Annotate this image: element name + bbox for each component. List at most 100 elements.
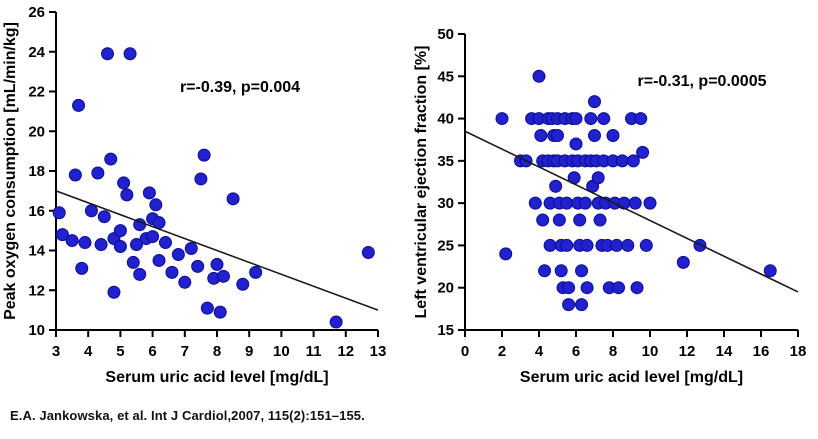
peak-vo2-plot: 3 4 5 6 7 8 9 10 11 12 13 10 12 14 16 18 20 22 24 26 r=-0.39…: [2, 4, 387, 386]
y-tick-label: 12: [28, 282, 45, 299]
scatter-point: [591, 171, 605, 185]
scatter-point: [329, 315, 343, 329]
scatter-point: [551, 128, 564, 142]
y-tick-label: 30: [437, 195, 454, 212]
scatter-point: [615, 154, 629, 168]
correlation-text: r=-0.31, p=0.0005: [638, 73, 767, 90]
x-tick-label: 12: [337, 343, 354, 360]
x-tick-label: 5: [116, 343, 124, 360]
x-tick-label: 4: [84, 343, 93, 360]
scatter-point: [634, 112, 648, 126]
x-tick-label: 10: [273, 343, 290, 360]
scatter-point: [149, 198, 163, 212]
x-tick-labels: 3 4 5 6 7 8 9 10 11 12 13: [52, 330, 387, 360]
y-tick-labels: 15 20 25 30 35 40 45 50: [437, 26, 465, 339]
scatter-point: [361, 245, 375, 259]
trend-line: [464, 130, 799, 293]
scatter-point: [575, 264, 589, 278]
axis-titles: Serum uric acid level [mg/dL] Peak oxygen…: [2, 22, 329, 386]
scatter-point: [588, 95, 601, 109]
scatter-point: [194, 172, 208, 186]
y-tick-label: 20: [28, 123, 45, 140]
x-tick-label: 13: [370, 343, 387, 360]
y-tick-label: 50: [437, 26, 454, 43]
scatter-point: [101, 47, 115, 61]
y-tick-label: 24: [28, 44, 45, 61]
scatter-point: [562, 281, 576, 295]
scatter-point: [621, 238, 635, 252]
scatter-point: [552, 213, 566, 227]
y-tick-label: 15: [437, 322, 454, 339]
scatter-point: [578, 196, 592, 210]
x-tick-label: 8: [609, 343, 617, 360]
data-points: [52, 47, 375, 329]
y-tick-label: 26: [28, 4, 45, 21]
scatter-point: [197, 148, 211, 162]
scatter-point: [146, 230, 160, 244]
scatter-point: [763, 264, 777, 278]
scatter-point: [597, 112, 611, 126]
scatter-point: [580, 238, 594, 252]
scatter-point: [55, 228, 69, 242]
scatter-point: [158, 236, 172, 250]
y-tick-label: 22: [28, 84, 45, 101]
scatter-point: [65, 234, 79, 248]
scatter-point: [104, 152, 118, 166]
scatter-point: [626, 154, 640, 168]
scatter-point: [78, 236, 92, 250]
scatter-point: [495, 112, 509, 126]
scatter-point: [560, 238, 574, 252]
lvef-plot: 0 2 4 6 8 10 12 14 16 18 15 20 25 30 35 40 45 50 r=-0.31, …: [413, 26, 806, 386]
scatter-point: [120, 188, 134, 202]
data-points: [495, 69, 777, 312]
y-tick-label: 14: [28, 243, 45, 260]
scatter-point: [538, 264, 552, 278]
scatter-point: [107, 285, 121, 299]
scatter-point: [562, 298, 576, 312]
y-tick-label: 45: [437, 68, 454, 85]
scatter-point: [528, 196, 542, 210]
scatter-point: [636, 145, 650, 159]
scatter-point: [191, 259, 205, 273]
scatter-point: [588, 128, 601, 142]
scatter-point: [573, 213, 587, 227]
scatter-point: [569, 112, 583, 126]
scatter-point: [676, 255, 690, 269]
scatter-point: [75, 261, 89, 275]
x-tick-label: 3: [52, 343, 60, 360]
scatter-point: [152, 253, 166, 267]
x-tick-label: 7: [181, 343, 189, 360]
scatter-point: [536, 213, 550, 227]
scatter-point: [628, 196, 642, 210]
x-tick-label: 16: [753, 343, 770, 360]
scatter-point: [643, 196, 657, 210]
scatter-point: [171, 247, 185, 261]
y-tick-label: 40: [437, 111, 454, 128]
scatter-point: [532, 69, 546, 83]
scatter-point: [123, 47, 137, 61]
x-tick-labels: 0 2 4 6 8 10 12 14 16 18: [461, 330, 806, 360]
scatter-point: [549, 179, 563, 193]
correlation-text: r=-0.39, p=0.004: [180, 79, 300, 96]
scatter-point: [97, 210, 111, 224]
scatter-point: [91, 166, 105, 180]
y-axis-label: Left ventricular ejection fraction [%]: [413, 46, 430, 319]
scatter-point: [184, 242, 198, 256]
x-tick-label: 10: [642, 343, 659, 360]
scatter-point: [216, 269, 230, 283]
scatter-point: [584, 112, 598, 126]
scatter-point: [236, 277, 250, 291]
scatter-point: [560, 196, 574, 210]
scatter-point: [133, 267, 147, 281]
x-tick-label: 6: [572, 343, 580, 360]
scatter-point: [142, 186, 156, 200]
y-tick-label: 25: [437, 237, 454, 254]
scatter-point: [612, 281, 626, 295]
scatter-point: [630, 281, 644, 295]
scatter-point: [499, 247, 513, 261]
x-axis-label: Serum uric acid level [mg/dL]: [520, 369, 743, 386]
scatter-point: [575, 298, 589, 312]
scatter-point: [113, 240, 127, 254]
scatter-point: [178, 275, 192, 289]
y-tick-label: 35: [437, 153, 454, 170]
